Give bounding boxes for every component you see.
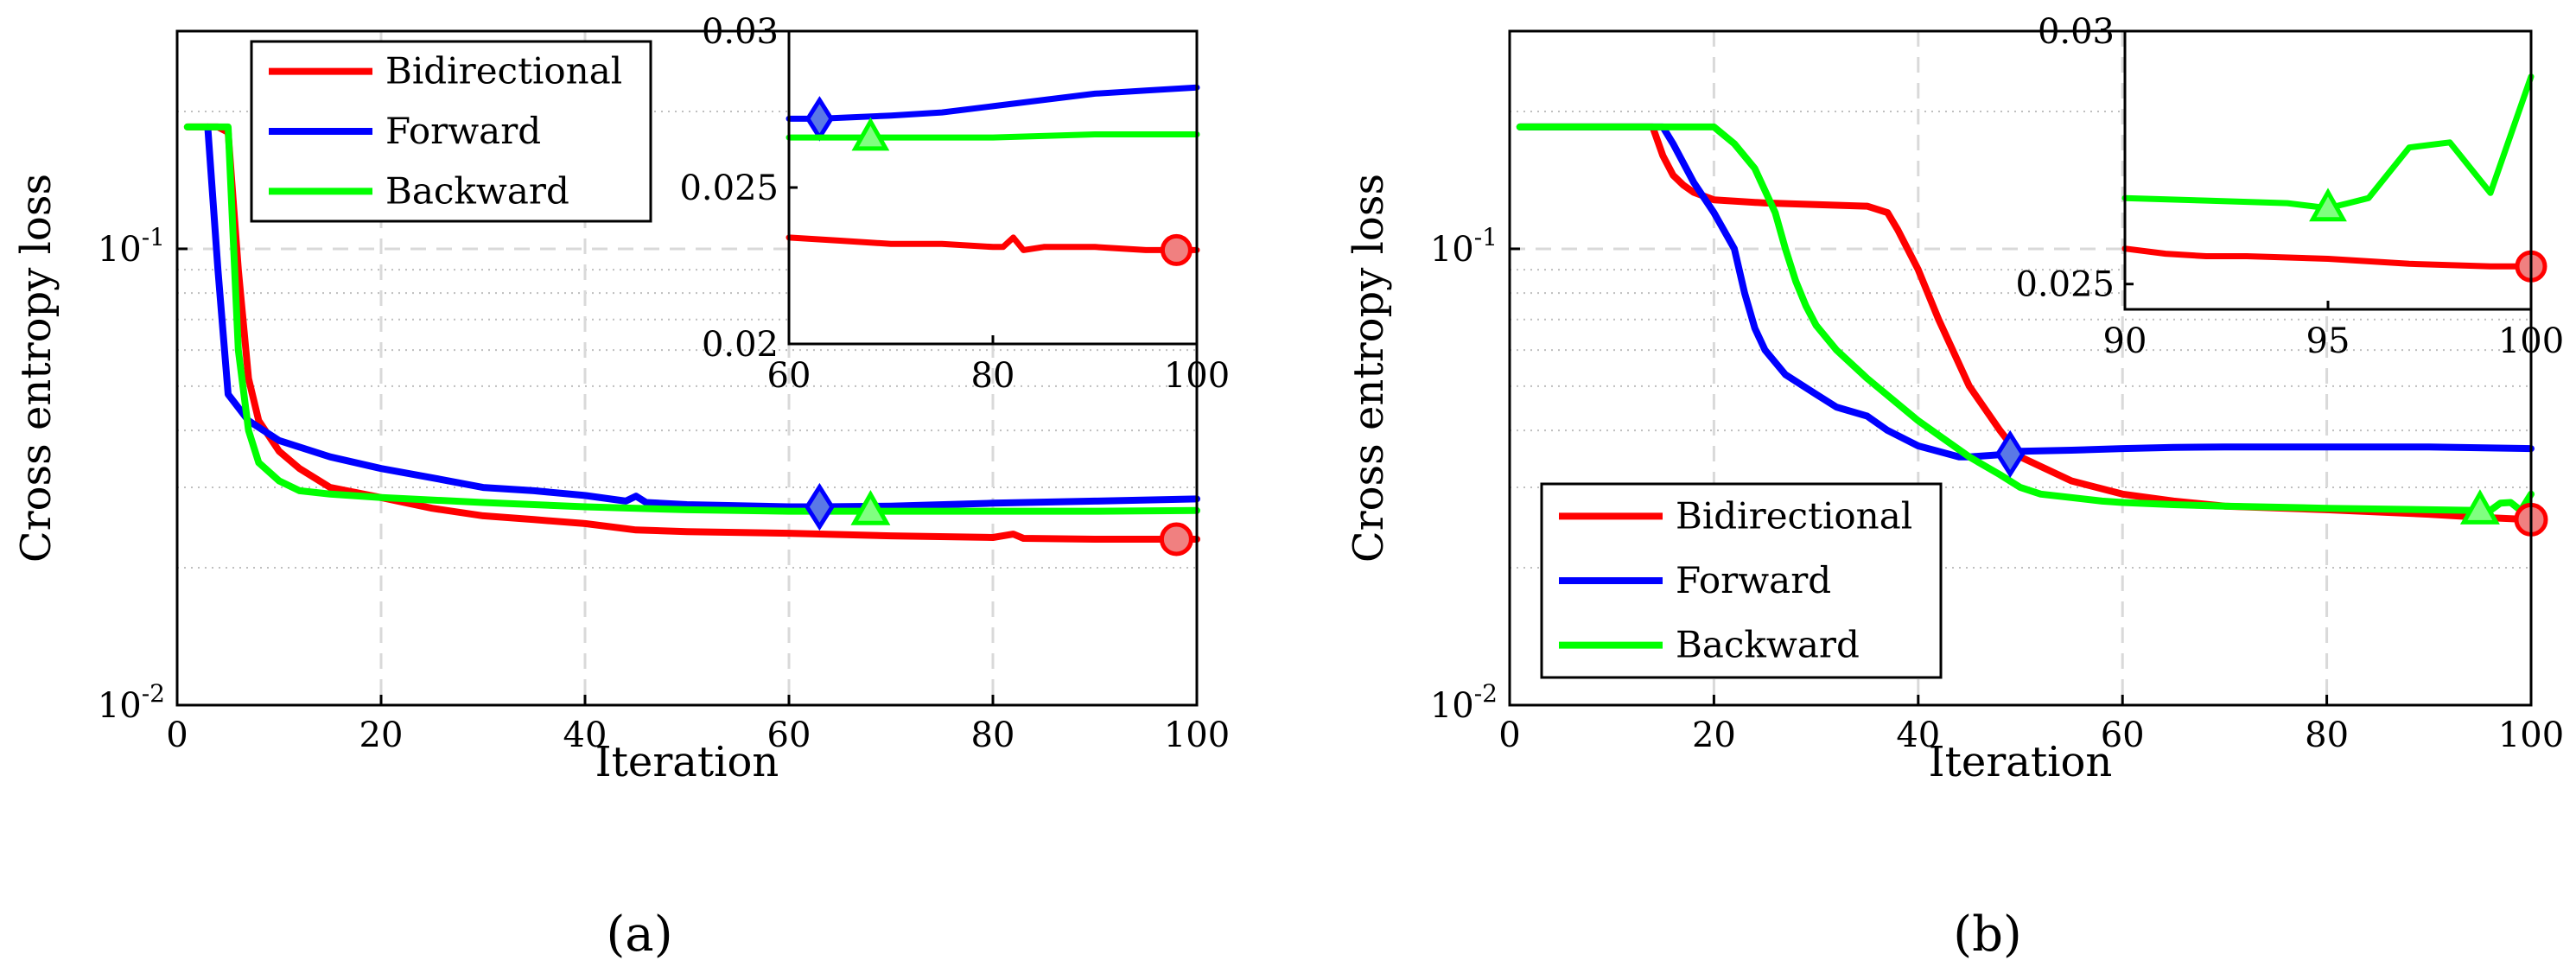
inset-marker-backward [851,117,890,151]
y-tick-label: 10-1 [98,223,165,270]
x-ticks-a: 0 20 40 60 80 100 [166,695,1230,755]
marker-forward [1994,429,2026,479]
inset-y-tick-label: 0.03 [2038,12,2115,52]
x-tick-label: 100 [1164,715,1230,755]
inset-x-tick-label: 60 [767,356,811,396]
axes-frame-a [175,29,1199,707]
legend-label-backward: Backward [1676,624,1860,666]
marker-bidirectional [1159,522,1193,556]
inset-y-tick-label: 0.02 [702,325,779,365]
x-tick-label: 0 [1498,715,1520,755]
inset-background [789,31,1197,344]
inset-x-tick-label: 100 [2498,321,2564,361]
legend-a: Bidirectional Forward Backward [250,40,652,223]
legend-b: Bidirectional Forward Backward [1540,482,1943,679]
inset-y-tick-label: 0.025 [2015,265,2115,305]
x-tick-label: 40 [563,715,607,755]
y-tick-label: 10-2 [1430,679,1498,726]
series-line-forward [1516,123,2535,461]
chart-panel-b: 0 20 40 60 80 100 10-1 10-2 Iteration Cross en… [1345,12,2564,963]
y-ticks-b: 10-1 10-2 [1430,223,1520,726]
inset-marker-backward [2309,188,2347,222]
y-tick-label: 10-1 [1430,223,1498,270]
x-tick-label: 80 [2305,715,2349,755]
x-tick-label: 60 [767,715,811,755]
x-ticks-b: 0 20 40 60 80 100 [1498,695,2564,755]
inset-series-line-backward [786,131,1200,141]
series-line-backward [183,123,1200,515]
marker-backward [850,490,891,525]
x-axis-label-a: Iteration [595,738,779,786]
x-tick-label: 80 [971,715,1015,755]
chart-panel-a: 0 20 40 60 80 100 10-1 10-2 Iteration Cross en… [12,12,1230,963]
inset-x-tick-label: 100 [1164,356,1230,396]
series-markers-b [1994,429,2548,537]
marker-forward [804,482,835,531]
inset-a: 60 80 100 0.02 0.025 0.03 [679,12,1230,396]
legend-label-bidirectional: Bidirectional [385,50,622,92]
x-tick-label: 20 [1692,715,1736,755]
inset-series-line-forward [786,84,1200,122]
marker-backward [2459,489,2500,525]
x-tick-label: 0 [166,715,188,755]
legend-label-forward: Forward [1676,559,1831,601]
series-line-bidirectional [183,123,1200,543]
caption-a: (a) [606,906,672,963]
inset-x-tick-label: 90 [2103,321,2147,361]
inset-series-line-bidirectional [786,234,1200,253]
y-tick-label: 10-2 [98,679,165,726]
x-axis-label-b: Iteration [1929,738,2113,786]
legend-label-bidirectional: Bidirectional [1676,494,1912,537]
axes-frame-b [1508,29,2533,707]
x-tick-label: 40 [1896,715,1940,755]
x-tick-label: 60 [2101,715,2145,755]
legend-label-forward: Forward [385,110,541,152]
y-axis-label-b: Cross entropy loss [1345,174,1393,563]
inset-series-line-backward [2121,73,2535,212]
inset-b: 90 95 100 0.025 0.03 [2015,12,2564,361]
inset-marker-bidirectional [1160,233,1193,266]
inset-x-tick-label: 80 [971,356,1015,396]
x-tick-label: 20 [359,715,404,755]
inset-x-tick-label: 95 [2306,321,2350,361]
inset-series-line-bidirectional [2121,245,2535,270]
inset-y-tick-label: 0.03 [702,12,779,52]
y-axis-label-a: Cross entropy loss [12,174,60,563]
y-ticks-a: 10-1 10-2 [98,223,188,726]
inset-y-tick-label: 0.025 [679,169,779,208]
caption-b: (b) [1953,906,2022,963]
x-tick-label: 100 [2498,715,2564,755]
legend-label-backward: Backward [385,169,569,212]
series-markers-a [804,482,1193,556]
